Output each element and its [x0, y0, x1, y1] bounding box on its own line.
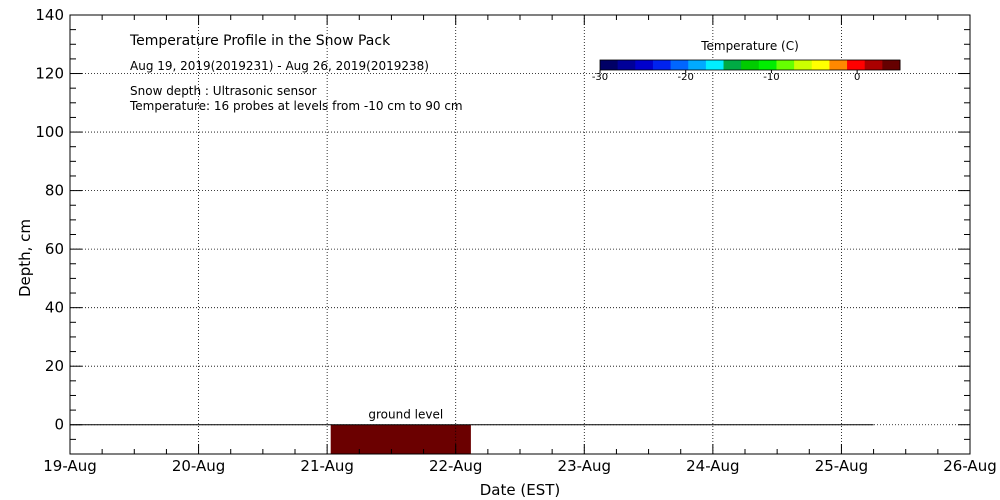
y-tick-label: 0 — [54, 416, 64, 434]
y-tick-label: 60 — [45, 240, 64, 258]
x-tick-label: 23-Aug — [558, 457, 611, 475]
y-tick-label: 40 — [45, 299, 64, 317]
colorbar: Temperature (C) -30 -20 -10 0 — [592, 39, 901, 83]
x-tick-label: 24-Aug — [686, 457, 739, 475]
chart-subtitle: Aug 19, 2019(2019231) - Aug 26, 2019(201… — [130, 59, 429, 73]
colorbar-swatch — [600, 60, 619, 70]
y-tick-label: 120 — [35, 65, 64, 83]
colorbar-swatch — [688, 60, 707, 70]
x-axis-label: Date (EST) — [480, 481, 561, 499]
ground-level-label: ground level — [368, 408, 443, 422]
colorbar-swatch — [776, 60, 795, 70]
colorbar-swatch — [723, 60, 742, 70]
colorbar-swatch — [811, 60, 830, 70]
y-axis-label: Depth, cm — [16, 219, 34, 297]
y-tick-label: 80 — [45, 182, 64, 200]
colorbar-swatch — [758, 60, 777, 70]
colorbar-tick-label: -10 — [763, 72, 779, 83]
colorbar-swatch — [882, 60, 901, 70]
colorbar-title: Temperature (C) — [700, 39, 799, 53]
data-layer: ground level — [70, 408, 874, 454]
chart-title: Temperature Profile in the Snow Pack — [129, 33, 391, 49]
colorbar-swatch — [705, 60, 725, 70]
x-tick-label: 22-Aug — [429, 457, 482, 475]
colorbar-swatch — [617, 60, 636, 70]
x-tick-label: 20-Aug — [172, 457, 225, 475]
y-tick-label: 100 — [35, 123, 64, 141]
note-snow-depth: Snow depth : Ultrasonic sensor — [130, 84, 317, 98]
colorbar-swatch — [864, 60, 883, 70]
colorbar-swatch — [652, 60, 672, 70]
colorbar-tick-label: 0 — [854, 72, 860, 83]
temperature-block — [330, 424, 471, 454]
axes: 0 20 40 60 80 100 120 140 19-Aug 20-Aug 21-Aug 22-A… — [35, 6, 996, 475]
colorbar-tick-label: -30 — [592, 72, 608, 83]
colorbar-swatch — [741, 60, 760, 70]
colorbar-swatch — [829, 60, 848, 70]
x-tick-label: 21-Aug — [300, 457, 353, 475]
colorbar-frame — [599, 59, 901, 71]
x-tick-label: 25-Aug — [815, 457, 868, 475]
x-tick-label: 26-Aug — [943, 457, 996, 475]
colorbar-swatch — [847, 60, 866, 70]
colorbar-swatch — [635, 60, 654, 70]
colorbar-tick-label: -20 — [678, 72, 694, 83]
colorbar-swatch — [794, 60, 813, 70]
colorbar-swatch — [670, 60, 689, 70]
y-tick-label: 20 — [45, 357, 64, 375]
note-temperature-probes: Temperature: 16 probes at levels from -1… — [129, 99, 463, 113]
x-tick-label: 19-Aug — [43, 457, 96, 475]
y-tick-label: 140 — [35, 6, 64, 24]
